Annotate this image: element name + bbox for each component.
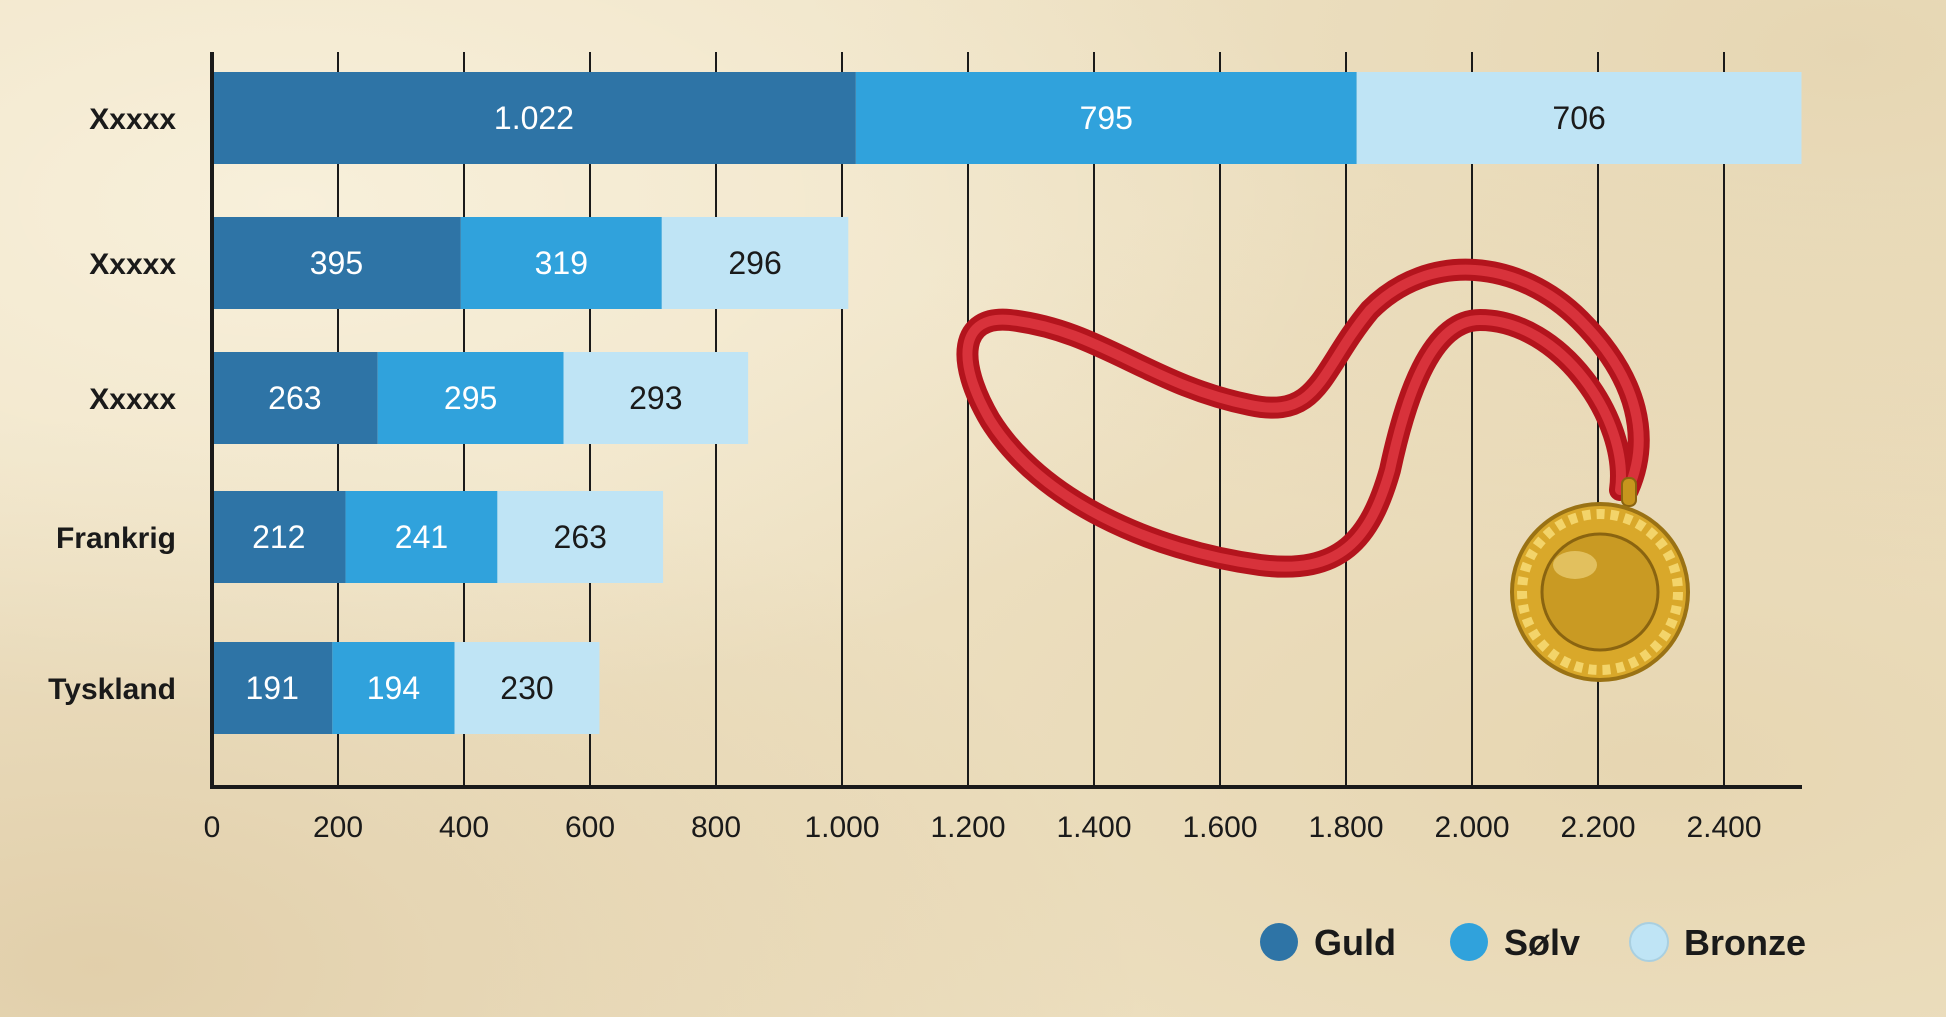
legend-label-bronze: Bronze (1684, 922, 1806, 963)
legend-label-guld: Guld (1314, 922, 1396, 963)
bar-sølv-0 (855, 72, 1357, 164)
data-label-bronze-2: 293 (629, 380, 682, 416)
legend-swatch-sølv (1450, 923, 1488, 961)
axes: 0 200 400 600 800 1.000 1.200 1.400 1.600 1.800 2.… (48, 52, 1802, 844)
x-tick-label-7: 1.400 (1056, 811, 1131, 844)
data-label-bronze-4: 230 (500, 670, 553, 706)
data-label-sølv-4: 194 (367, 670, 420, 706)
data-label-guld-1: 395 (310, 245, 363, 281)
medal-rim-icon (1517, 509, 1683, 675)
bar-sølv-2 (377, 352, 564, 444)
data-label-sølv-1: 319 (535, 245, 588, 281)
bars: 1.022 795 706 395 319 296 263 295 293 212 241 263 19… (212, 72, 1802, 734)
x-tick-label-10: 2.000 (1434, 811, 1509, 844)
data-label-bronze-3: 263 (554, 519, 607, 555)
category-label-1: Xxxxx (89, 248, 176, 281)
x-tick-label-11: 2.200 (1560, 811, 1635, 844)
category-label-2: Xxxxx (89, 383, 176, 416)
data-label-sølv-0: 795 (1080, 100, 1133, 136)
bar-bronze-3 (497, 491, 664, 583)
bar-bronze-4 (454, 642, 600, 734)
x-tick-label-12: 2.400 (1686, 811, 1761, 844)
category-label-4: Tyskland (48, 673, 176, 706)
bar-guld-3 (212, 491, 346, 583)
data-label-sølv-2: 295 (444, 380, 497, 416)
medal-illustration (956, 258, 1690, 682)
bar-bronze-0 (1356, 72, 1802, 164)
bar-sølv-4 (332, 642, 455, 734)
x-tick-label-9: 1.800 (1308, 811, 1383, 844)
category-label-0: Xxxxx (89, 103, 176, 136)
data-label-bronze-0: 706 (1552, 100, 1605, 136)
x-tick-label-6: 1.200 (930, 811, 1005, 844)
x-tick-label-0: 0 (204, 811, 221, 844)
x-tick-label-2: 400 (439, 811, 489, 844)
data-label-guld-0: 1.022 (494, 100, 574, 136)
data-label-sølv-3: 241 (395, 519, 448, 555)
ribbon-icon (956, 258, 1650, 578)
data-label-guld-3: 212 (252, 519, 305, 555)
category-label-3: Frankrig (56, 522, 176, 555)
bar-guld-0 (212, 72, 856, 164)
bar-bronze-1 (661, 217, 849, 309)
x-tick-label-8: 1.600 (1182, 811, 1257, 844)
ribbon-shade-icon (962, 264, 1644, 572)
legend: Guld Sølv Bronze (1260, 922, 1806, 963)
data-label-bronze-1: 296 (728, 245, 781, 281)
bar-guld-4 (212, 642, 333, 734)
legend-label-sølv: Sølv (1504, 922, 1580, 963)
data-label-guld-2: 263 (268, 380, 321, 416)
legend-swatch-guld (1260, 923, 1298, 961)
medal-center-icon (1540, 532, 1660, 652)
x-tick-label-3: 600 (565, 811, 615, 844)
x-tick-label-5: 1.000 (804, 811, 879, 844)
data-label-guld-4: 191 (245, 670, 298, 706)
legend-swatch-bronze (1629, 922, 1669, 962)
bar-guld-2 (212, 352, 378, 444)
bar-sølv-1 (460, 217, 662, 309)
x-tick-label-4: 800 (691, 811, 741, 844)
bar-bronze-2 (563, 352, 749, 444)
x-tick-label-1: 200 (313, 811, 363, 844)
medal-loop-icon (1621, 477, 1637, 507)
bar-guld-1 (212, 217, 461, 309)
bar-sølv-3 (345, 491, 498, 583)
medal-shine-icon (1553, 551, 1597, 579)
grid (337, 52, 1725, 787)
